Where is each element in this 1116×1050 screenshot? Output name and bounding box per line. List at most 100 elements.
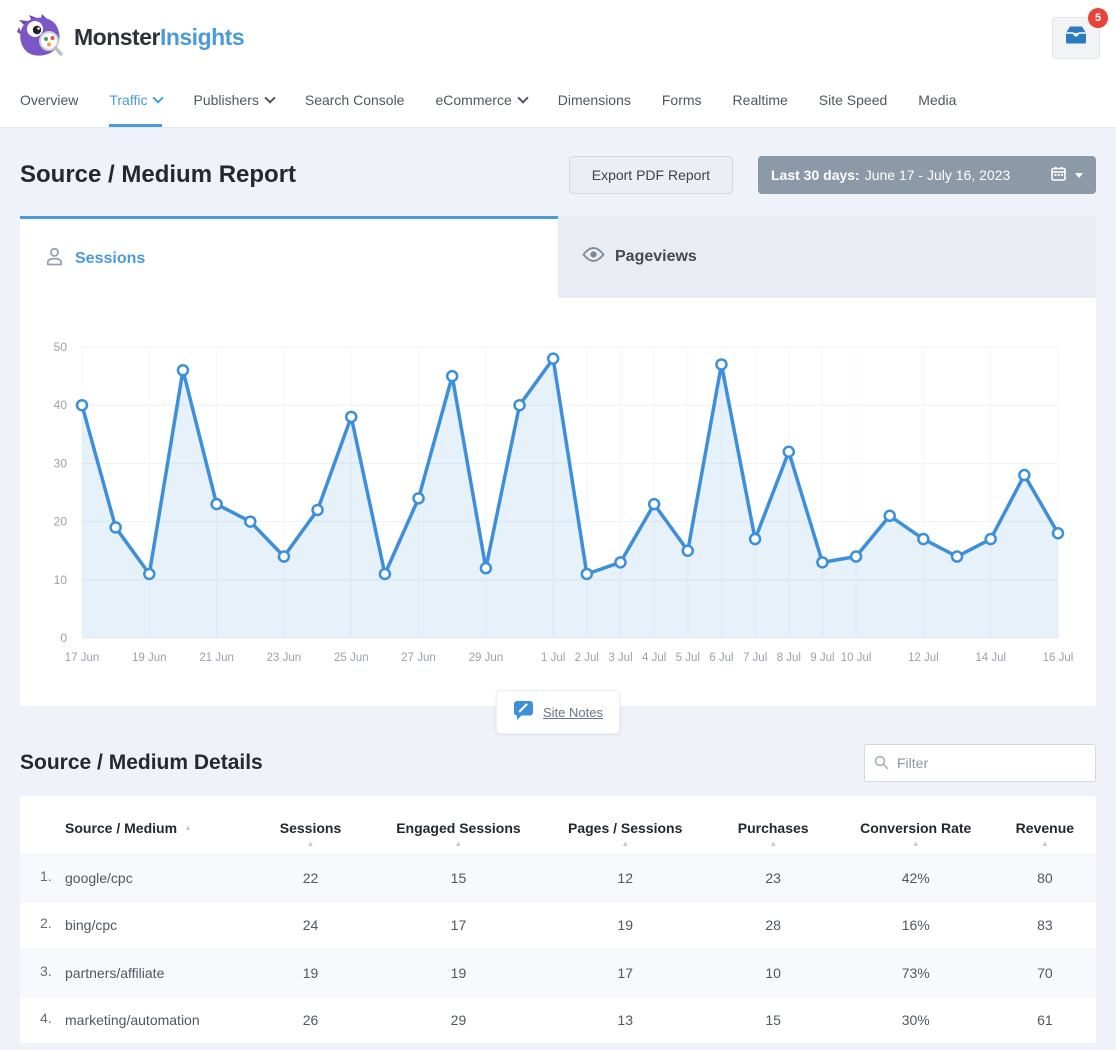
column-header-revenue[interactable]: Revenue▲ xyxy=(994,796,1096,855)
metric-cell: 73% xyxy=(838,949,994,996)
column-header-sessions[interactable]: Sessions▲ xyxy=(246,796,375,855)
data-point[interactable] xyxy=(313,505,323,515)
nav-item-dimensions[interactable]: Dimensions xyxy=(558,75,631,127)
nav-item-realtime[interactable]: Realtime xyxy=(733,75,788,127)
x-axis-tick-label: 4 Jul xyxy=(642,652,666,664)
nav-item-search-console[interactable]: Search Console xyxy=(305,75,405,127)
metric-cell: 42% xyxy=(838,855,994,902)
data-point[interactable] xyxy=(986,534,996,544)
column-header-label: Engaged Sessions xyxy=(396,820,520,836)
data-point[interactable] xyxy=(414,493,424,503)
data-point[interactable] xyxy=(750,534,760,544)
metric-cell: 22 xyxy=(246,855,375,902)
brand-wordmark: MonsterInsights xyxy=(74,24,244,51)
metric-cell: 15 xyxy=(375,855,542,902)
metric-cell: 80 xyxy=(994,855,1096,902)
data-point[interactable] xyxy=(212,499,222,509)
metric-cell: 61 xyxy=(994,996,1096,1043)
chevron-down-icon xyxy=(264,92,275,103)
top-bar: MonsterInsights 5 xyxy=(0,0,1116,75)
x-axis-tick-label: 17 Jun xyxy=(65,652,100,664)
data-point[interactable] xyxy=(817,557,827,567)
data-point[interactable] xyxy=(716,359,726,369)
filter-input[interactable] xyxy=(864,744,1096,782)
x-axis-tick-label: 8 Jul xyxy=(777,652,801,664)
export-pdf-button[interactable]: Export PDF Report xyxy=(569,156,733,194)
data-point[interactable] xyxy=(178,365,188,375)
column-header-source-medium[interactable]: Source / Medium▲ xyxy=(20,796,246,855)
table-row: 3.partners/affiliate1919171073%70 xyxy=(20,949,1096,996)
details-header: Source / Medium Details xyxy=(20,744,1096,782)
nav-item-forms[interactable]: Forms xyxy=(662,75,702,127)
metric-cell: 19 xyxy=(375,949,542,996)
data-point[interactable] xyxy=(1053,528,1063,538)
source-medium-cell: 4.marketing/automation xyxy=(20,996,246,1043)
data-point[interactable] xyxy=(885,511,895,521)
sessions-line-chart: 0102030405017 Jun19 Jun21 Jun23 Jun25 Ju… xyxy=(20,298,1096,706)
page-title: Source / Medium Report xyxy=(20,161,544,189)
column-header-conversion-rate[interactable]: Conversion Rate▲ xyxy=(838,796,994,855)
nav-item-label: Publishers xyxy=(193,92,258,108)
data-point[interactable] xyxy=(111,522,121,532)
data-point[interactable] xyxy=(346,412,356,422)
data-point[interactable] xyxy=(144,569,154,579)
row-rank: 4. xyxy=(40,1010,65,1026)
metric-cell: 16% xyxy=(838,902,994,949)
source-medium-value: google/cpc xyxy=(65,868,133,888)
nav-item-publishers[interactable]: Publishers xyxy=(193,75,273,127)
nav-item-ecommerce[interactable]: eCommerce xyxy=(435,75,526,127)
data-point[interactable] xyxy=(952,552,962,562)
nav-item-traffic[interactable]: Traffic xyxy=(109,75,162,127)
column-header-pages-sessions[interactable]: Pages / Sessions▲ xyxy=(542,796,709,855)
data-point[interactable] xyxy=(279,552,289,562)
details-table-card: Source / Medium▲Sessions▲Engaged Session… xyxy=(20,796,1096,1043)
chevron-down-icon xyxy=(1075,173,1083,178)
data-point[interactable] xyxy=(77,400,87,410)
nav-item-overview[interactable]: Overview xyxy=(20,75,78,127)
data-point[interactable] xyxy=(1019,470,1029,480)
row-rank: 2. xyxy=(40,915,65,931)
data-point[interactable] xyxy=(515,400,525,410)
calendar-icon xyxy=(1051,166,1066,184)
data-point[interactable] xyxy=(481,563,491,573)
data-point[interactable] xyxy=(245,517,255,527)
data-point[interactable] xyxy=(649,499,659,509)
table-row: 2.bing/cpc2417192816%83 xyxy=(20,902,1096,949)
x-axis-tick-label: 27 Jun xyxy=(401,652,436,664)
tab-sessions-label: Sessions xyxy=(75,250,145,268)
x-axis-tick-label: 21 Jun xyxy=(199,652,234,664)
data-point[interactable] xyxy=(447,371,457,381)
data-point[interactable] xyxy=(683,546,693,556)
nav-item-label: Overview xyxy=(20,92,78,108)
sort-triangle-icon: ▲ xyxy=(1041,840,1049,848)
column-header-label: Pages / Sessions xyxy=(568,820,682,836)
notifications-inbox-button[interactable]: 5 xyxy=(1052,17,1100,59)
site-notes-button[interactable]: Site Notes xyxy=(496,690,620,734)
data-point[interactable] xyxy=(548,354,558,364)
column-header-engaged-sessions[interactable]: Engaged Sessions▲ xyxy=(375,796,542,855)
chart-area-fill xyxy=(82,359,1058,638)
nav-item-label: Site Speed xyxy=(819,92,888,108)
metric-cell: 70 xyxy=(994,949,1096,996)
data-point[interactable] xyxy=(582,569,592,579)
data-point[interactable] xyxy=(380,569,390,579)
data-point[interactable] xyxy=(851,552,861,562)
y-axis-tick-label: 0 xyxy=(60,631,67,645)
nav-item-label: Media xyxy=(918,92,956,108)
x-axis-tick-label: 3 Jul xyxy=(608,652,632,664)
nav-item-media[interactable]: Media xyxy=(918,75,956,127)
tab-pageviews[interactable]: Pageviews xyxy=(558,216,1096,298)
date-range-picker[interactable]: Last 30 days: June 17 - July 16, 2023 xyxy=(758,156,1096,194)
column-header-label: Conversion Rate xyxy=(860,820,971,836)
data-point[interactable] xyxy=(918,534,928,544)
table-row: 4.marketing/automation2629131530%61 xyxy=(20,996,1096,1043)
data-point[interactable] xyxy=(615,557,625,567)
metric-cell: 19 xyxy=(246,949,375,996)
nav-item-label: eCommerce xyxy=(435,92,511,108)
tab-sessions[interactable]: Sessions xyxy=(20,216,558,298)
column-header-purchases[interactable]: Purchases▲ xyxy=(709,796,838,855)
data-point[interactable] xyxy=(784,447,794,457)
nav-item-site-speed[interactable]: Site Speed xyxy=(819,75,888,127)
x-axis-tick-label: 29 Jun xyxy=(469,652,504,664)
source-medium-value: bing/cpc xyxy=(65,915,117,935)
